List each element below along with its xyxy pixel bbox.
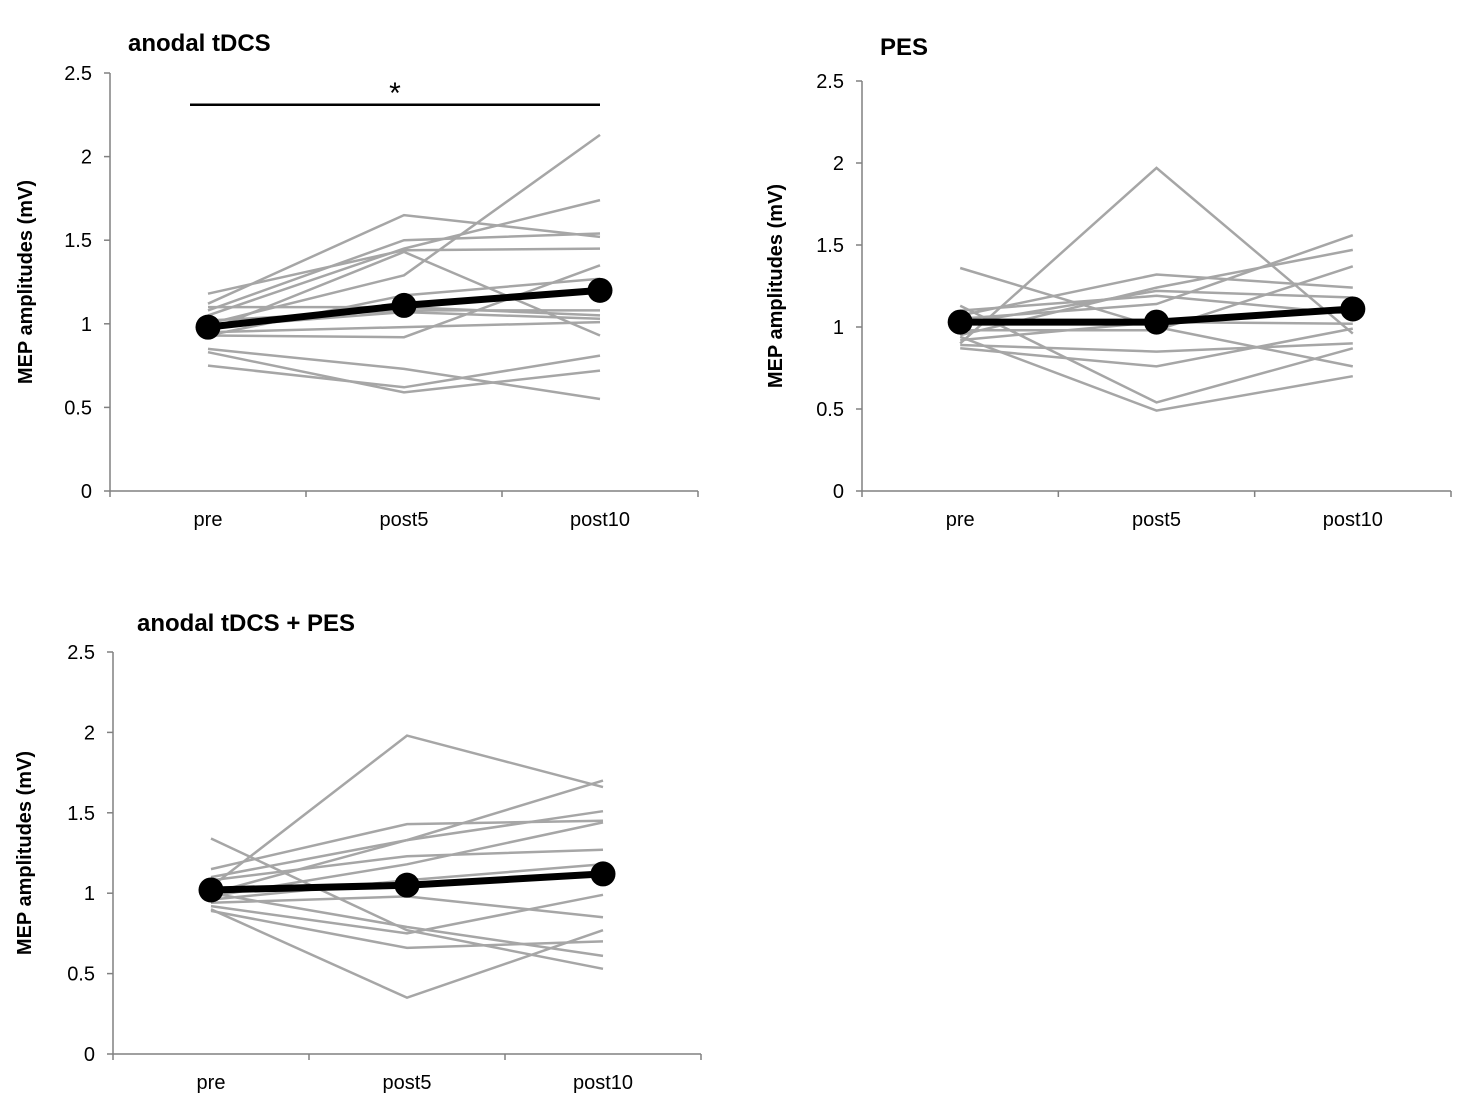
- subject-line-4: [210, 848, 604, 882]
- subject-line-4: [959, 273, 1353, 317]
- mean-point-pre: [195, 314, 221, 340]
- subject-line-13: [959, 335, 1354, 412]
- y-tick-label: 1.5: [67, 803, 95, 825]
- x-tick-label: post5: [380, 509, 429, 531]
- y-tick-label: 2.5: [816, 71, 844, 93]
- chart-title: PES: [880, 34, 928, 61]
- y-tick-label: 0.5: [67, 964, 95, 986]
- subject-line-10: [960, 342, 1353, 353]
- significance-label: *: [389, 77, 401, 110]
- chart-panel-2: PES MEP amplitudes (mV) 0 0.5 1 1.5 2 2.5 pre pos…: [765, 34, 1452, 531]
- subject-line-10: [210, 893, 604, 935]
- subject-line-1: [210, 837, 604, 971]
- subject-line-3: [960, 294, 1353, 316]
- x-tick-label: post5: [1132, 509, 1181, 531]
- y-axis-label: MEP amplitudes (mV): [15, 180, 37, 384]
- subject-line-6: [210, 809, 604, 895]
- mean-point-post10: [587, 277, 613, 303]
- subject-line-12: [960, 327, 1354, 368]
- y-tick-label: 2: [81, 147, 92, 169]
- chart-title: anodal tDCS + PES: [137, 610, 355, 637]
- y-tick-label: 0.5: [64, 397, 92, 419]
- y-tick-label: 1.5: [816, 235, 844, 257]
- subject-line-11: [959, 166, 1354, 345]
- x-tick-label: post10: [1323, 509, 1383, 531]
- y-axis-label: MEP amplitudes (mV): [14, 751, 36, 955]
- x-tick-label: post10: [573, 1072, 633, 1094]
- y-tick-label: 1.5: [64, 230, 92, 252]
- subject-line-3: [207, 232, 601, 312]
- y-tick-label: 2.5: [67, 642, 95, 664]
- subject-line-14: [207, 350, 601, 394]
- chart-title: anodal tDCS: [128, 30, 271, 57]
- y-tick-label: 1: [84, 883, 95, 905]
- subject-line-11: [207, 320, 601, 334]
- subject-line-3: [210, 779, 604, 879]
- subject-line-6: [207, 250, 601, 337]
- mean-point-post5: [391, 292, 417, 318]
- subject-line-2: [959, 304, 1354, 404]
- subject-line-11: [210, 908, 604, 1000]
- y-tick-label: 0: [833, 481, 844, 503]
- subject-line-2: [210, 819, 604, 871]
- mean-point-pre: [947, 309, 973, 335]
- subject-line-13: [207, 347, 601, 401]
- y-axis-label: MEP amplitudes (mV): [765, 184, 787, 388]
- subject-line-15: [207, 354, 601, 389]
- y-tick-label: 1: [81, 314, 92, 336]
- subject-line-6: [959, 289, 1353, 325]
- y-tick-label: 0: [81, 481, 92, 503]
- subject-line-13: [210, 891, 604, 958]
- y-tick-label: 2.5: [64, 63, 92, 85]
- mean-point-post10: [590, 861, 616, 887]
- subject-line-2: [207, 213, 601, 305]
- x-tick-label: pre: [946, 509, 975, 531]
- x-tick-label: pre: [194, 509, 223, 531]
- y-tick-label: 2: [84, 722, 95, 744]
- mean-point-pre: [198, 877, 224, 903]
- subject-line-5: [210, 734, 604, 888]
- subject-line-4: [207, 198, 601, 317]
- chart-panel-1: anodal tDCS MEP amplitudes (mV) 0 0.5 1 1.5 2 2…: [15, 30, 699, 531]
- x-tick-label: post5: [383, 1072, 432, 1094]
- y-tick-label: 1: [833, 317, 844, 339]
- subject-line-12: [210, 909, 604, 950]
- y-tick-label: 0.5: [816, 399, 844, 421]
- mean-point-post10: [1340, 296, 1366, 322]
- chart-panel-3: anodal tDCS + PES MEP amplitudes (mV) 0 0.5…: [14, 610, 702, 1094]
- y-tick-label: 0: [84, 1044, 95, 1066]
- mean-point-post5: [394, 872, 420, 898]
- mean-point-post5: [1144, 309, 1169, 335]
- x-tick-label: post10: [570, 509, 630, 531]
- subject-line-12: [207, 264, 601, 339]
- y-tick-label: 2: [833, 153, 844, 175]
- subject-line-1: [207, 247, 601, 295]
- x-tick-label: pre: [197, 1072, 226, 1094]
